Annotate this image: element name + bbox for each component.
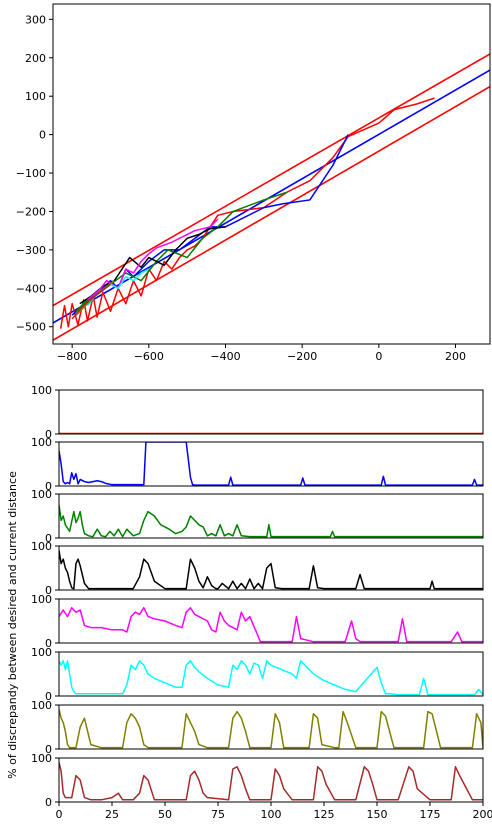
discrepancy-y-axis-label: % of discrepandy between desired and cur…	[6, 471, 19, 779]
panel-y-tick-label: 0	[45, 480, 52, 493]
panel-y-tick-label: 0	[45, 637, 52, 650]
panel-y-tick-label: 0	[45, 690, 52, 703]
y-tick-label: 200	[25, 52, 46, 65]
panel-x-tick-label: 200	[473, 808, 492, 821]
panel-y-tick-label: 0	[45, 743, 52, 756]
discrepancy-panel-4: 0 100	[31, 593, 484, 650]
discrepancy-panel-5: 0 100	[31, 646, 484, 703]
panel-frame	[58, 651, 484, 697]
trajectory-line-4	[87, 218, 219, 301]
panel-x-tick-label: 125	[314, 808, 335, 821]
x-tick-label: −600	[134, 350, 164, 363]
discrepancy-line-2	[59, 504, 483, 538]
x-tick-label: −200	[287, 350, 317, 363]
panel-y-tick-label: 100	[31, 436, 52, 449]
discrepancy-line-1	[59, 442, 483, 486]
x-tick-label: 0	[375, 350, 382, 363]
y-tick-label: −200	[16, 205, 46, 218]
panel-y-tick-label: 100	[31, 593, 52, 606]
y-tick-label: −500	[16, 321, 46, 334]
discrepancy-line-4	[59, 607, 483, 643]
discrepancy-line-5	[59, 660, 483, 696]
discrepancy-panel-3: 0 100	[31, 540, 484, 597]
panel-frame	[58, 598, 484, 644]
y-tick-label: 300	[25, 13, 46, 26]
y-tick-label: 0	[39, 129, 46, 142]
trajectory-line-2	[75, 191, 288, 312]
panel-y-tick-label: 100	[31, 384, 52, 397]
discrepancy-panel-7: 0 100 0 25 50 75 100 125 150 175 200	[31, 752, 492, 821]
discrepancy-panel-1: 0 100	[31, 436, 484, 493]
panel-y-tick-label: 100	[31, 540, 52, 553]
panel-y-tick-label: 0	[45, 584, 52, 597]
y-tick-label: 100	[25, 90, 46, 103]
x-tick-label: 200	[445, 350, 466, 363]
trajectory-chart: −800 −600 −400 −200 0 200 −500 −400 −300 −200 −100…	[16, 3, 491, 363]
discrepancy-panel-0: 0 100	[31, 384, 484, 441]
panel-x-tick-label: 0	[56, 808, 63, 821]
panel-x-tick-label: 25	[105, 808, 119, 821]
y-tick-label: −300	[16, 244, 46, 257]
trajectory-line-0	[59, 97, 435, 329]
lane-line-0	[53, 53, 490, 307]
y-tick-label: −400	[16, 282, 46, 295]
panel-frame	[58, 441, 484, 487]
panel-frame	[58, 389, 484, 435]
y-tick-label: −100	[16, 167, 46, 180]
discrepancy-panel-6: 0 100	[31, 699, 484, 756]
discrepancy-line-6	[59, 709, 483, 749]
panel-y-tick-label: 100	[31, 646, 52, 659]
panel-x-tick-label: 50	[158, 808, 172, 821]
discrepancy-panel-2: 0 100	[31, 488, 484, 545]
panel-frame	[58, 545, 484, 591]
panel-x-tick-label: 75	[211, 808, 225, 821]
panel-y-tick-label: 100	[31, 488, 52, 501]
discrepancy-line-3	[59, 550, 483, 590]
panel-frame	[58, 704, 484, 750]
lane-line-2	[53, 85, 490, 341]
panel-y-tick-label: 0	[45, 428, 52, 441]
discrepancy-line-7	[59, 762, 483, 801]
panel-y-tick-label: 0	[45, 796, 52, 809]
panel-x-tick-label: 100	[261, 808, 282, 821]
panel-x-tick-label: 150	[367, 808, 388, 821]
trajectory-line-7	[71, 283, 111, 320]
panel-y-tick-label: 100	[31, 699, 52, 712]
panel-y-tick-label: 0	[45, 532, 52, 545]
lane-line-1	[53, 69, 490, 324]
x-tick-label: −400	[210, 350, 240, 363]
trajectory-plot-area	[53, 53, 490, 341]
trajectory-frame	[52, 3, 491, 345]
panel-x-tick-label: 175	[420, 808, 441, 821]
panel-y-tick-label: 100	[31, 752, 52, 765]
x-tick-label: −800	[57, 350, 87, 363]
panel-frame	[58, 493, 484, 539]
